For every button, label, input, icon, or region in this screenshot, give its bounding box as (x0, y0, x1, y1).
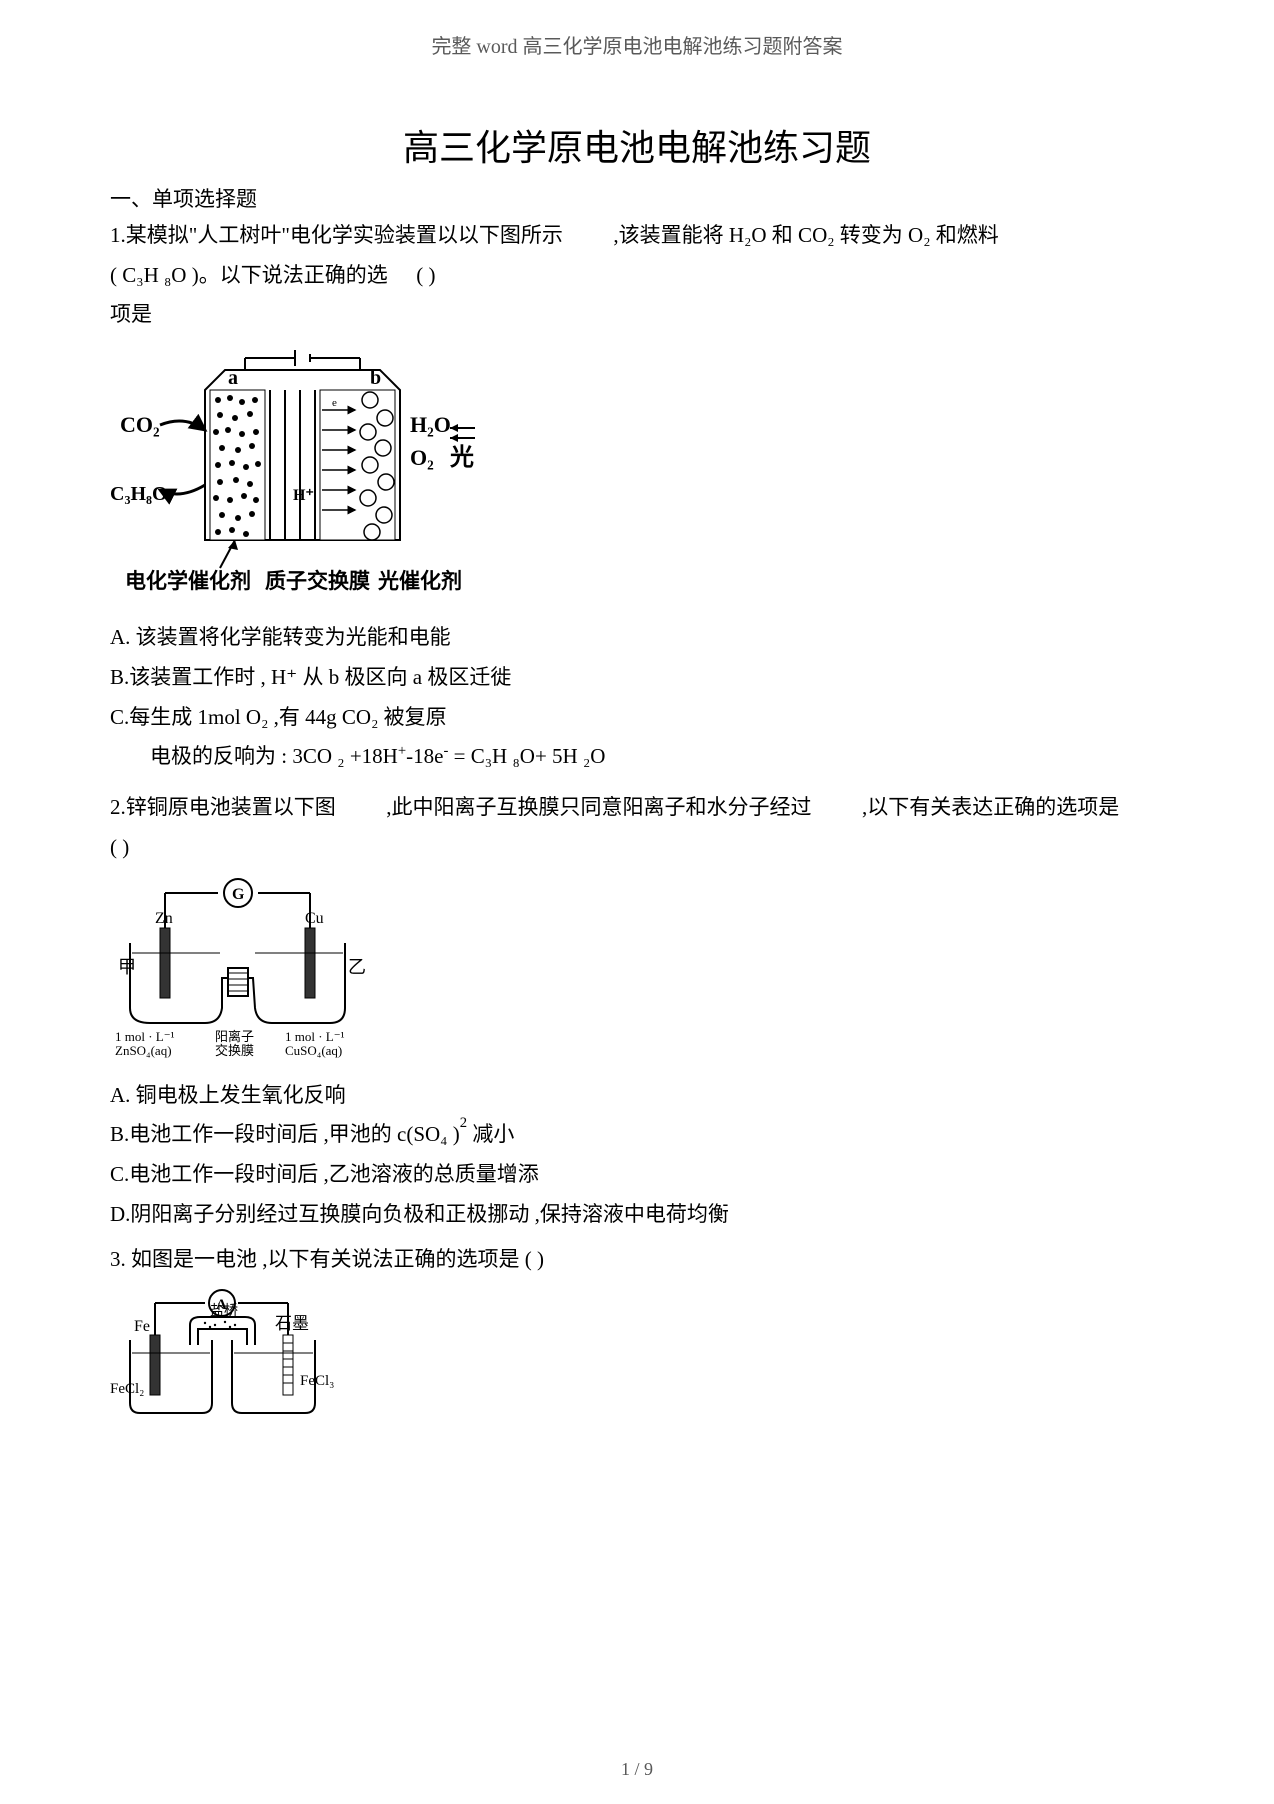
q1-fig-hplus: H⁺ (293, 487, 314, 504)
q2-fig-mem1: 阳离子 (215, 1029, 254, 1044)
q1-optD-post: = C₃H ₈O+ 5H ₂O (448, 744, 605, 768)
q1-stem-line1: 1.某模拟"人工树叶"电化学实验装置以以下图所示 ,该装置能将 H₂O 和 CO… (110, 219, 1164, 253)
q1-fig-label2: 质子交换膜 (265, 569, 370, 593)
q1-fig-c3h8o: C₃H₈O (110, 483, 168, 505)
q2-fig-Zn: Zn (155, 910, 173, 927)
q1-stem-b: ,该装置能将 H₂O 和 CO₂ 转变为 O₂ 和燃料 (613, 223, 998, 247)
q2-fig-Cu: Cu (305, 910, 324, 927)
q2-fig-znso4: ZnSO₄(aq) (115, 1043, 172, 1058)
q2-optB-a: B.电池工作一段时间后 ,甲池的 c(SO₄ ) (110, 1122, 460, 1146)
q1-fig-light: 光 (449, 444, 474, 471)
q2-fig-G: G (232, 886, 245, 903)
q2-optA: A. 铜电极上发生氧化反响 (110, 1076, 1164, 1116)
q2-fig-cuso4: CuSO₄(aq) (285, 1043, 342, 1058)
q1-fig-co2: CO₂ (120, 412, 160, 437)
q3-fig-fecl2: FeCl₂ (110, 1381, 144, 1397)
q1-stem-a: 1.某模拟"人工树叶"电化学实验装置以以下图所示 (110, 223, 563, 247)
q1-fig-a-label: a (228, 367, 238, 389)
q2-stem-c: ,以下有关表达正确的选项是 (862, 795, 1119, 819)
q2-stem-a: 2.锌铜原电池装置以下图 (110, 795, 336, 819)
q1-optB: B.该装置工作时 , H⁺ 从 b 极区向 a 极区迁徙 (110, 658, 1164, 698)
q1-stem-line2: ( C₃H ₈O )。以下说法正确的选 ( ) (110, 259, 1164, 293)
q2-fig-jia: 甲 (118, 957, 136, 977)
q1-fig-o2: O₂ (410, 445, 434, 470)
q1-optD-sup: + (398, 743, 406, 759)
q1-stem-c: ( C₃H ₈O )。以下说法正确的选 (110, 263, 388, 287)
q3-fig-fecl3: FeCl₃ (300, 1373, 334, 1389)
q3-fig-Fe: Fe (134, 1318, 150, 1335)
q3-fig-salt: 盐桥 (210, 1303, 238, 1319)
q1-optA: A. 该装置将化学能转变为光能和电能 (110, 618, 1164, 658)
q2-optB: B.电池工作一段时间后 ,甲池的 c(SO₄ )2 减小 (110, 1115, 1164, 1155)
q2-stem-line1: 2.锌铜原电池装置以下图 ,此中阳离子互换膜只同意阳离子和水分子经过 ,以下有关… (110, 791, 1164, 825)
q1-optD-pre: 电极的反响为 : 3CO ₂ +18H (150, 744, 398, 768)
doc-header: 完整 word 高三化学原电池电解池练习题附答案 (110, 30, 1164, 59)
q2-fig-yi: 乙 (348, 957, 366, 977)
q1-stem-line3: 项是 (110, 298, 1164, 332)
q3-fig-graphite: 石墨 (275, 1314, 309, 1333)
q1-fig-h2o: H₂O (410, 412, 451, 437)
q1-fig-label1: 电化学催化剂 (125, 569, 251, 593)
q1-fig-b-label: b (370, 367, 381, 389)
q1-optC: C.每生成 1mol O₂ ,有 44g CO₂ 被复原 (110, 698, 1164, 738)
q2-optD: D.阴阳离子分别经过互换膜向负极和正极挪动 ,保持溶液中电荷均衡 (110, 1195, 1164, 1235)
q3-figure: A 盐桥 Fe 石墨 FeCl₂ FeCl₃ (110, 1285, 1164, 1425)
q2-optC: C.电池工作一段时间后 ,乙池溶液的总质量增添 (110, 1155, 1164, 1195)
q1-optD-mid: -18e (406, 744, 443, 768)
q1-fig-label3: 光催化剂 (377, 569, 462, 593)
q1-figure: e a b CO₂ C₃H₈O H⁺ H₂O O₂ 光 (110, 340, 1164, 600)
q2-fig-mol1: 1 mol · L⁻¹ (115, 1029, 175, 1044)
q3-stem: 3. 如图是一电池 ,以下有关说法正确的选项是 ( ) (110, 1243, 1164, 1277)
q2-stem-line2: ( ) (110, 831, 1164, 865)
q1-optD: 电极的反响为 : 3CO ₂ +18H+-18e- = C₃H ₈O+ 5H ₂… (150, 737, 1164, 777)
page-number: 1 / 9 (0, 1759, 1274, 1780)
q2-fig-mol2: 1 mol · L⁻¹ (285, 1029, 345, 1044)
q1-fig-e: e (332, 397, 337, 409)
q2-stem-b: ,此中阳离子互换膜只同意阳离子和水分子经过 (386, 795, 811, 819)
q2-figure: G Zn Cu 甲 乙 1 mol · L⁻ (110, 873, 1164, 1058)
q2-optB-b: 减小 (467, 1122, 514, 1146)
q2-optB-sup: 2 (460, 1115, 467, 1131)
q2-fig-mem2: 交换膜 (215, 1043, 254, 1058)
page-title: 高三化学原电池电解池练习题 (110, 119, 1164, 171)
q1-stem-d: ( ) (416, 263, 435, 287)
section-heading: 一、单项选择题 (110, 183, 1164, 213)
